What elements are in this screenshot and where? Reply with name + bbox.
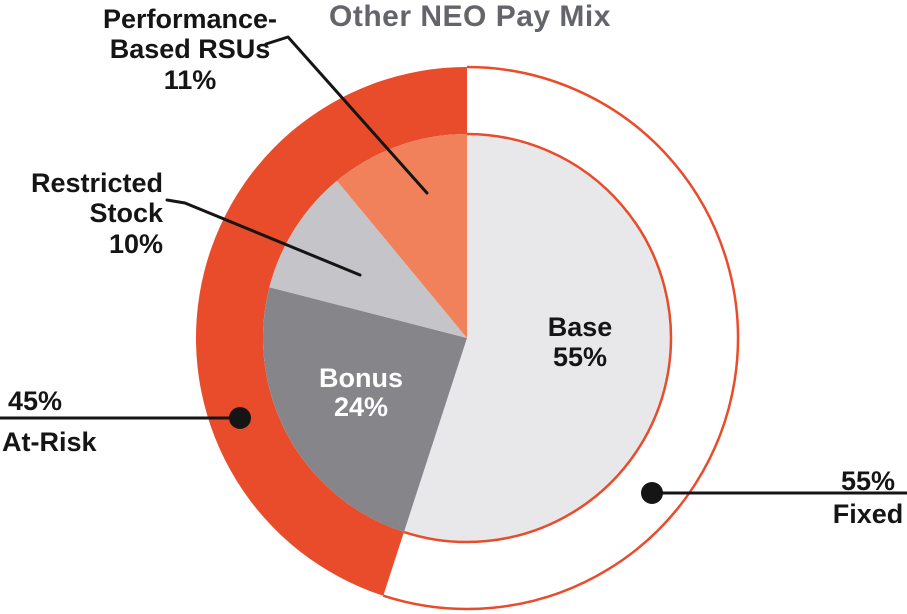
leader-line-restricted-stock [165,198,362,277]
pie-slice-bonus [263,287,467,533]
leader-dot-fixed [641,482,663,504]
label-performance-rsus-value: 11% [164,65,217,95]
label-restricted-stock-value: 10% [109,229,163,259]
bonus-labels: Bonus 24% [319,363,403,422]
label-bonus-value: 24% [334,392,388,422]
label-base-value: 55% [553,342,607,372]
pie-slice-restricted-stock [269,180,467,338]
label-at-risk: At-Risk [2,427,97,457]
chart-title: Other NEO Pay Mix [329,0,611,33]
label-restricted-stock-line2: Stock [89,198,164,228]
label-bonus: Bonus [319,363,403,393]
label-fixed: Fixed [833,499,904,529]
ring-fixed-outline-inner-arc [403,132,673,544]
ring-fixed-outline-outer-arc [382,65,740,611]
label-at-risk-value: 45% [8,386,62,416]
label-base: Base [548,312,613,342]
label-fixed-value: 55% [841,466,895,496]
label-performance-rsus-line2: Based RSUs [110,34,271,64]
leader-dot-at-risk [229,407,251,429]
label-restricted-stock-line1: Restricted [31,168,163,198]
pie-slice-performance-rsus [336,134,467,338]
outside-labels: Performance- Based RSUs 11% Restricted S… [2,4,903,529]
leader-line-performance-rsus [264,35,429,195]
label-performance-rsus-line1: Performance- [103,4,277,34]
ring-at-risk-arc [195,67,467,596]
pie-slice-base [403,134,671,542]
